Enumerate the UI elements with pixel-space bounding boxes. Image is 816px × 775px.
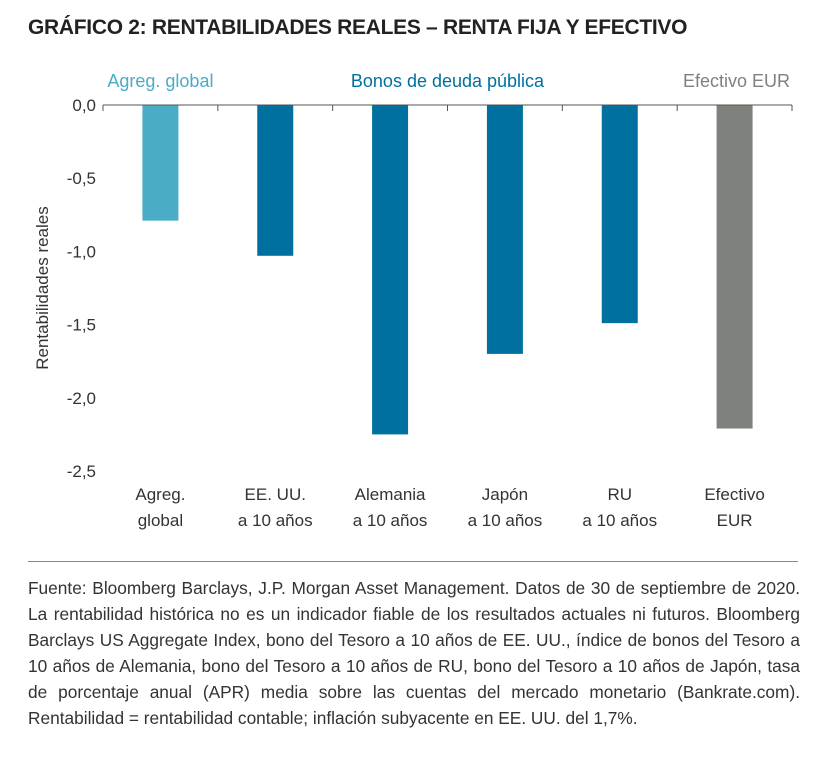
x-tick-label: Alemania: [355, 485, 426, 504]
group-label: Efectivo EUR: [683, 71, 790, 91]
x-tick-label: a 10 años: [238, 511, 313, 530]
x-tick-label: Efectivo: [704, 485, 764, 504]
y-tick-label: -1,5: [67, 316, 96, 335]
x-tick-label: a 10 años: [468, 511, 543, 530]
bar-3: [486, 105, 523, 354]
x-tick-label: Agreg.: [135, 485, 185, 504]
bar-1: [257, 105, 294, 256]
y-tick-label: -2,0: [67, 389, 96, 408]
group-label: Bonos de deuda pública: [351, 71, 545, 91]
y-axis-label: Rentabilidades reales: [33, 206, 52, 370]
x-tick-label: EE. UU.: [245, 485, 306, 504]
divider: [28, 561, 798, 562]
y-tick-label: -1,0: [67, 242, 96, 261]
bar-5: [716, 105, 753, 429]
footnote: Fuente: Bloomberg Barclays, J.P. Morgan …: [28, 578, 800, 728]
x-tick-label: Japón: [482, 485, 528, 504]
bar-chart: 0,0 -0,5 -1,0 -1,5 -2,0 -2,5 Rentabilidades re…: [33, 71, 793, 530]
x-tick-label: a 10 años: [353, 511, 428, 530]
chart-title: GRÁFICO 2: RENTABILIDADES REALES – RENTA…: [28, 16, 688, 39]
bar-4: [601, 105, 638, 324]
y-tick-label: -0,5: [67, 169, 96, 188]
x-tick-label: global: [138, 511, 183, 530]
bar-2: [372, 105, 409, 435]
x-tick-label: a 10 años: [582, 511, 657, 530]
x-tick-label: EUR: [717, 511, 753, 530]
bar-0: [142, 105, 179, 221]
y-tick-label: 0,0: [72, 96, 96, 115]
x-tick-label: RU: [607, 485, 632, 504]
y-tick-label: -2,5: [67, 462, 96, 481]
group-label: Agreg. global: [107, 71, 213, 91]
